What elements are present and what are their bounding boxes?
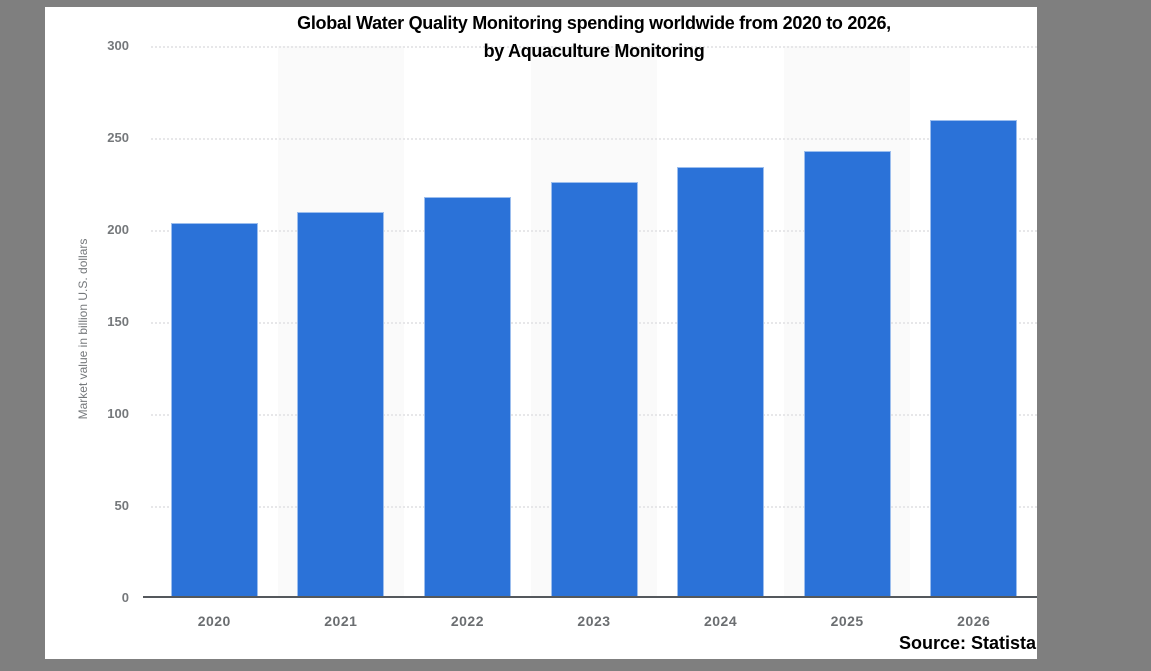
y-tick-label-100: 100 xyxy=(107,406,129,421)
gridline-300 xyxy=(151,46,1037,48)
bar-2022[interactable] xyxy=(423,196,511,598)
x-tick-label-2026: 2026 xyxy=(957,613,991,629)
y-tick-label-0: 0 xyxy=(121,590,129,605)
x-tick-label-2022: 2022 xyxy=(450,613,484,629)
source-label: Source: Statista xyxy=(898,633,1036,653)
chart-canvas: Global Water Quality Monitoring spending… xyxy=(45,7,1037,659)
plot-area xyxy=(151,46,1037,598)
x-tick-label-2020: 2020 xyxy=(197,613,231,629)
y-tick-label-200: 200 xyxy=(107,222,129,237)
bar-2024[interactable] xyxy=(677,167,765,598)
bar-2021[interactable] xyxy=(297,211,385,598)
y-tick-label-150: 150 xyxy=(107,314,129,329)
y-tick-label-50: 50 xyxy=(114,498,129,513)
x-tick-label-2023: 2023 xyxy=(577,613,611,629)
y-tick-label-300: 300 xyxy=(107,38,129,53)
chart-title-line1: Global Water Quality Monitoring spending… xyxy=(297,13,891,33)
bar-2023[interactable] xyxy=(550,182,638,598)
chart-title: Global Water Quality Monitoring spending… xyxy=(151,9,1037,65)
y-tick-label-250: 250 xyxy=(107,130,129,145)
chart-title-line2: by Aquaculture Monitoring xyxy=(483,41,705,61)
x-tick-label-2025: 2025 xyxy=(830,613,864,629)
gridline-250 xyxy=(151,138,1037,140)
bar-2026[interactable] xyxy=(930,119,1018,598)
x-tick-label-2024: 2024 xyxy=(703,613,738,629)
x-tick-label-2021: 2021 xyxy=(324,613,358,629)
x-axis-line xyxy=(143,596,1037,598)
bar-2020[interactable] xyxy=(170,222,258,598)
bar-2025[interactable] xyxy=(803,150,891,598)
